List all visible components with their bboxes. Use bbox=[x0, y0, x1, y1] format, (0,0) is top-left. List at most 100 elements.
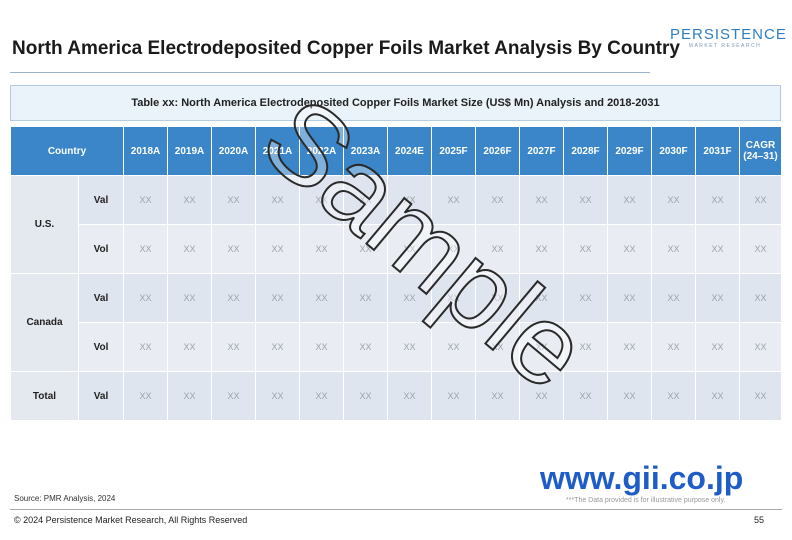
column-header: 2022A bbox=[299, 126, 344, 176]
metric-cell: Val bbox=[78, 273, 124, 323]
value-cell: XX bbox=[211, 322, 256, 372]
value-cell: XX bbox=[563, 371, 608, 421]
value-cell: XX bbox=[343, 175, 388, 225]
value-cell: XX bbox=[211, 175, 256, 225]
footer-rule bbox=[10, 509, 782, 510]
table-row: U.S. Val XX XX XX XX XX XX XX XX XX XX XX XX XX XX XX bbox=[10, 175, 782, 274]
title: North America Electrodeposited Copper Fo… bbox=[12, 38, 680, 59]
column-header: 2029F bbox=[607, 126, 652, 176]
value-cell: XX bbox=[387, 273, 432, 323]
value-cell: XX bbox=[211, 273, 256, 323]
value-cell: XX bbox=[607, 371, 652, 421]
value-cell: XX bbox=[651, 224, 696, 274]
value-cell: XX bbox=[739, 175, 782, 225]
value-cell: XX bbox=[607, 224, 652, 274]
page-number: 55 bbox=[754, 515, 765, 525]
column-header: 2019A bbox=[167, 126, 212, 176]
value-cell: XX bbox=[255, 224, 300, 274]
value-cell: XX bbox=[651, 371, 696, 421]
value-cell: XX bbox=[519, 371, 564, 421]
value-cell: XX bbox=[475, 371, 520, 421]
data-table: Country 2018A 2019A 2020A 2021A 2022A 2023A 202… bbox=[10, 126, 782, 421]
value-cell: XX bbox=[123, 175, 168, 225]
value-cell: XX bbox=[519, 273, 564, 323]
value-cell: XX bbox=[651, 273, 696, 323]
value-cell: XX bbox=[299, 371, 344, 421]
column-header: 2025F bbox=[431, 126, 476, 176]
value-cell: XX bbox=[519, 175, 564, 225]
column-header: 2031F bbox=[695, 126, 740, 176]
value-cell: XX bbox=[299, 273, 344, 323]
table-row: Canada Val XX XX XX XX XX XX XX XX XX XX XX XX XX XX XX bbox=[10, 273, 782, 372]
value-cell: XX bbox=[431, 273, 476, 323]
column-header: 2026F bbox=[475, 126, 520, 176]
metric-cell: Val bbox=[78, 175, 124, 225]
column-header: 2021A bbox=[255, 126, 300, 176]
value-cell: XX bbox=[475, 224, 520, 274]
value-cell: XX bbox=[255, 371, 300, 421]
title-rule bbox=[10, 72, 650, 73]
value-cell: XX bbox=[255, 175, 300, 225]
value-cell: XX bbox=[123, 322, 168, 372]
column-header: CAGR (24–31) bbox=[739, 126, 782, 176]
table-row: Vol XX XX XX XX XX XX XX XX XX XX XX XX XX XX XX bbox=[10, 322, 782, 372]
metric-cell: Vol bbox=[78, 322, 124, 372]
value-cell: XX bbox=[563, 224, 608, 274]
value-cell: XX bbox=[651, 322, 696, 372]
column-header: Country bbox=[10, 126, 124, 176]
value-cell: XX bbox=[431, 224, 476, 274]
value-cell: XX bbox=[475, 273, 520, 323]
metric-cell: Val bbox=[78, 371, 124, 421]
value-cell: XX bbox=[563, 175, 608, 225]
column-header: 2030F bbox=[651, 126, 696, 176]
value-cell: XX bbox=[739, 322, 782, 372]
value-cell: XX bbox=[167, 273, 212, 323]
value-cell: XX bbox=[695, 322, 740, 372]
table-row: Total Val XX XX XX XX XX XX XX XX XX XX XX XX XX XX XX bbox=[10, 371, 782, 421]
value-cell: XX bbox=[475, 175, 520, 225]
disclaimer: ***The Data provided is for illustrative… bbox=[566, 497, 726, 504]
value-cell: XX bbox=[299, 224, 344, 274]
value-cell: XX bbox=[343, 273, 388, 323]
value-cell: XX bbox=[475, 322, 520, 372]
value-cell: XX bbox=[695, 175, 740, 225]
value-cell: XX bbox=[167, 322, 212, 372]
value-cell: XX bbox=[695, 224, 740, 274]
value-cell: XX bbox=[607, 322, 652, 372]
value-cell: XX bbox=[299, 175, 344, 225]
header-row: Country 2018A 2019A 2020A 2021A 2022A 2023A 202… bbox=[10, 126, 782, 176]
country-cell: Canada bbox=[10, 273, 79, 372]
value-cell: XX bbox=[387, 224, 432, 274]
table-caption: Table xx: North America Electrodeposited… bbox=[10, 85, 781, 121]
value-cell: XX bbox=[343, 322, 388, 372]
value-cell: XX bbox=[607, 175, 652, 225]
value-cell: XX bbox=[431, 322, 476, 372]
column-header: 2020A bbox=[211, 126, 256, 176]
logo: PERSISTENCE MARKET RESEARCH bbox=[670, 26, 787, 49]
value-cell: XX bbox=[167, 371, 212, 421]
value-cell: XX bbox=[695, 371, 740, 421]
value-cell: XX bbox=[695, 273, 740, 323]
value-cell: XX bbox=[123, 371, 168, 421]
column-header: 2023A bbox=[343, 126, 388, 176]
value-cell: XX bbox=[343, 371, 388, 421]
value-cell: XX bbox=[607, 273, 652, 323]
logo-name: PERSISTENCE bbox=[670, 26, 787, 43]
value-cell: XX bbox=[431, 371, 476, 421]
value-cell: XX bbox=[739, 273, 782, 323]
value-cell: XX bbox=[563, 322, 608, 372]
value-cell: XX bbox=[255, 322, 300, 372]
value-cell: XX bbox=[651, 175, 696, 225]
logo-tagline: MARKET RESEARCH bbox=[688, 43, 762, 49]
value-cell: XX bbox=[387, 371, 432, 421]
value-cell: XX bbox=[739, 371, 782, 421]
value-cell: XX bbox=[387, 322, 432, 372]
column-header: 2027F bbox=[519, 126, 564, 176]
value-cell: XX bbox=[167, 175, 212, 225]
column-header: 2024E bbox=[387, 126, 432, 176]
column-header: 2028F bbox=[563, 126, 608, 176]
value-cell: XX bbox=[431, 175, 476, 225]
value-cell: XX bbox=[343, 224, 388, 274]
value-cell: XX bbox=[211, 224, 256, 274]
copyright: © 2024 Persistence Market Research, All … bbox=[14, 515, 248, 525]
